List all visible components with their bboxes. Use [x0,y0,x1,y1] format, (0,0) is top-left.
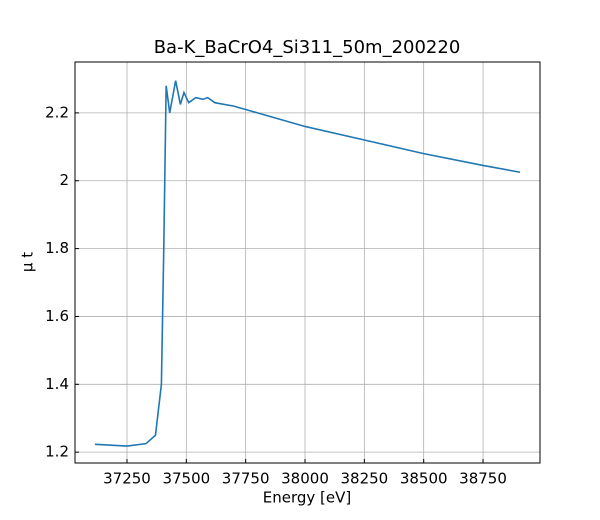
x-axis-label: Energy [eV] [263,489,351,507]
x-tick-label: 37500 [162,470,210,488]
chart-title: Ba-K_BaCrO4_Si311_50m_200220 [154,37,461,58]
x-tick-label: 37750 [222,470,270,488]
data-line [94,80,521,447]
y-tick-label: 1.2 [45,443,69,461]
x-tick-label: 38750 [459,470,507,488]
x-tick-label: 37250 [103,470,151,488]
plot-frame [74,61,541,464]
y-tick-label: 1.4 [45,375,69,393]
x-tick-label: 38500 [400,470,448,488]
y-axis-label: μ t [19,252,37,272]
x-tick-label: 38000 [281,470,329,488]
y-tick-label: 1.6 [45,307,69,325]
y-tick-label: 2.2 [45,103,69,121]
x-tick-label: 38250 [340,470,388,488]
y-tick-label: 1.8 [45,239,69,257]
y-tick-label: 2 [59,171,69,189]
